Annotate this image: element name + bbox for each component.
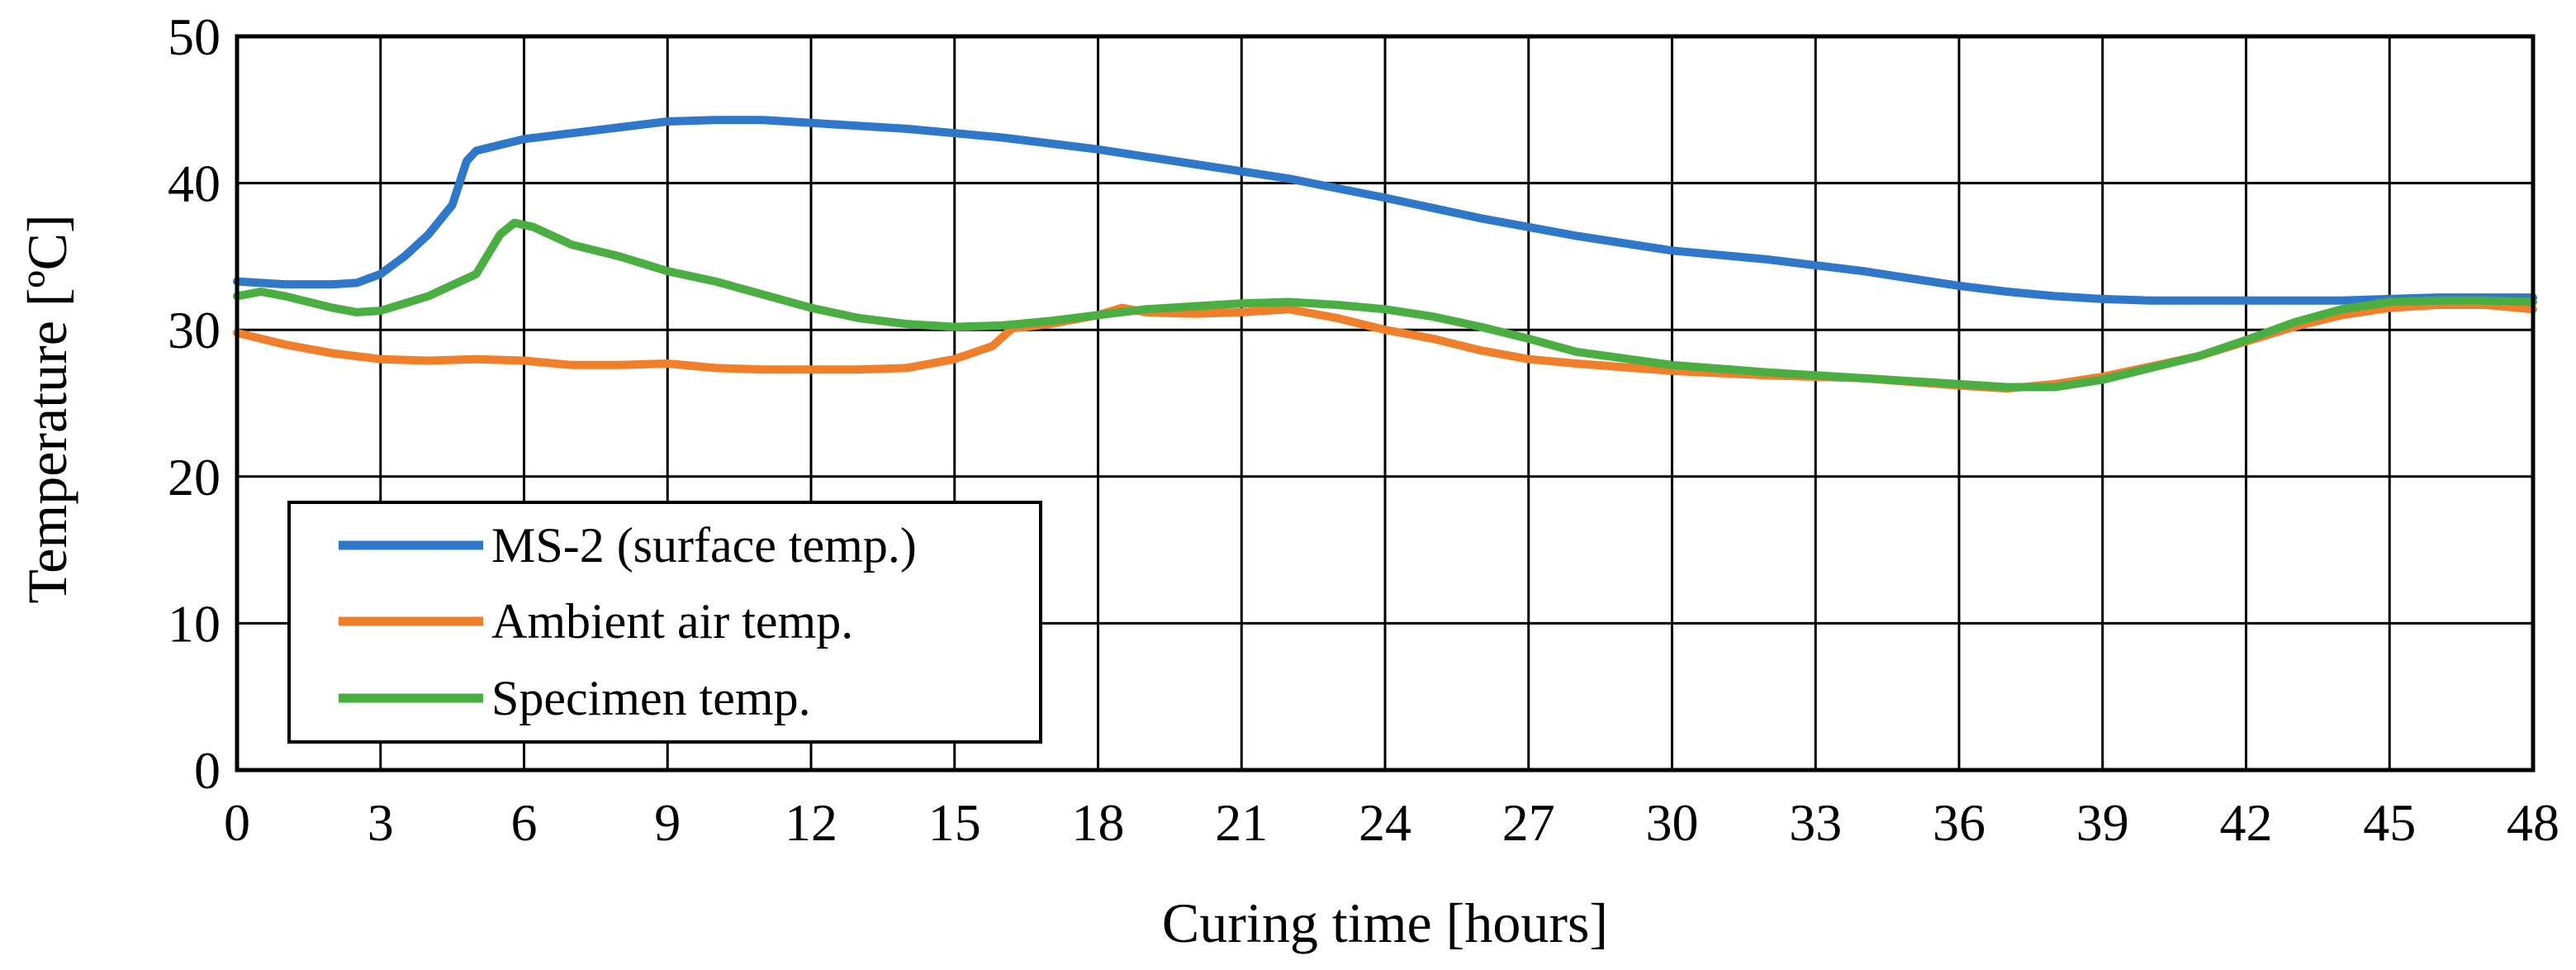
- x-tick-labels: 0 3 6 9 12 15 18 21 24 27 30 33 36 39 42 45 48: [224, 793, 2559, 852]
- y-tick-label: 50: [168, 7, 221, 66]
- x-tick-label: 48: [2507, 793, 2559, 852]
- y-tick-label: 30: [168, 301, 221, 359]
- x-tick-label: 42: [2220, 793, 2273, 852]
- x-tick-label: 3: [368, 793, 394, 852]
- legend-label-specimen: Specimen temp.: [491, 671, 811, 725]
- x-tick-label: 15: [928, 793, 981, 852]
- x-tick-label: 6: [511, 793, 538, 852]
- x-tick-label: 27: [1502, 793, 1555, 852]
- y-tick-label: 0: [194, 741, 221, 800]
- x-tick-label: 24: [1359, 793, 1411, 852]
- x-tick-label: 45: [2363, 793, 2416, 852]
- y-tick-label: 40: [168, 155, 221, 213]
- x-tick-label: 21: [1215, 793, 1268, 852]
- x-tick-label: 0: [224, 793, 250, 852]
- legend-label-ms2: MS-2 (surface temp.): [491, 518, 917, 573]
- series-group: [233, 116, 2537, 393]
- series-line-ms2: [233, 116, 2537, 305]
- legend-label-ambient: Ambient air temp.: [491, 594, 853, 649]
- x-axis-title: Curing time [hours]: [1162, 892, 1608, 954]
- plot-area-frame: [235, 34, 2536, 773]
- x-tick-label: 36: [1933, 793, 1985, 852]
- grid-lines: [235, 35, 2535, 772]
- series-line-specimen: [233, 218, 2537, 392]
- x-tick-label: 33: [1789, 793, 1842, 852]
- x-tick-label: 9: [654, 793, 681, 852]
- y-axis-title: Temperature [ºC]: [16, 214, 78, 603]
- x-tick-label: 12: [785, 793, 837, 852]
- x-tick-label: 30: [1646, 793, 1699, 852]
- legend: MS-2 (surface temp.) Ambient air temp. S…: [287, 501, 1042, 744]
- y-tick-label: 20: [168, 448, 221, 506]
- y-tick-label: 10: [168, 594, 221, 653]
- y-tick-labels: 0 10 20 30 40 50: [168, 7, 221, 800]
- x-tick-label: 39: [2076, 793, 2129, 852]
- x-tick-label: 18: [1072, 793, 1125, 852]
